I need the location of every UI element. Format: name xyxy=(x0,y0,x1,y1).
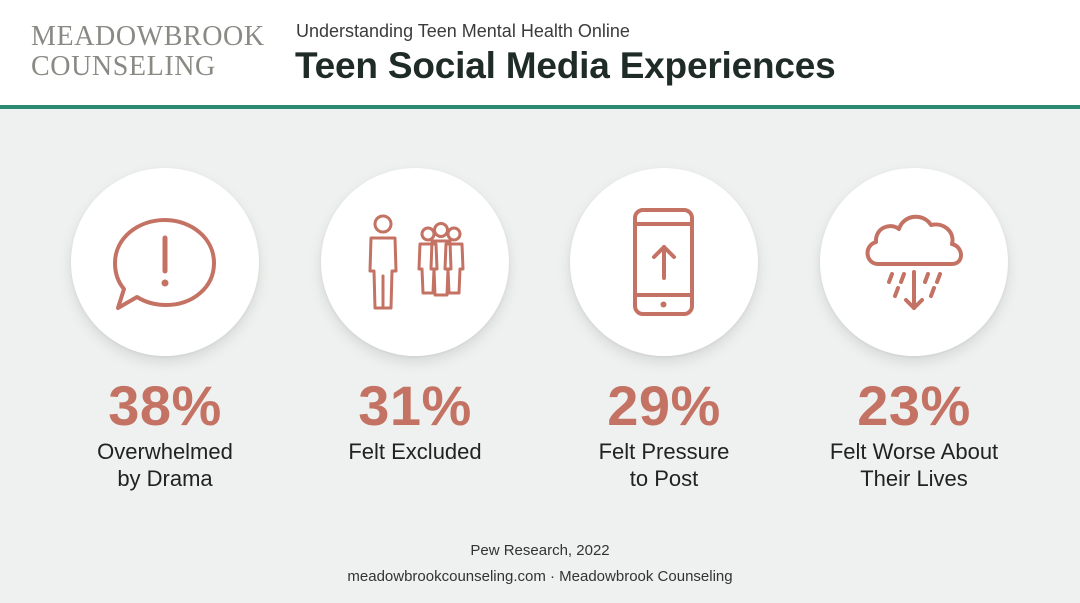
icon-circle xyxy=(820,168,1008,356)
logo-line-2: COUNSELING xyxy=(31,51,216,82)
stat-label: Felt Excluded xyxy=(290,438,540,465)
stat-label-line: Their Lives xyxy=(860,466,968,491)
stat-value: 38% xyxy=(108,374,222,437)
page-subtitle: Understanding Teen Mental Health Online xyxy=(296,21,630,41)
icon-circle xyxy=(570,168,758,356)
stat-value: 29% xyxy=(607,374,721,437)
stat-label: Felt Pressure to Post xyxy=(539,438,789,492)
logo-line-1: MEADOWBROOK xyxy=(31,21,265,52)
stat-label-line: Felt Pressure xyxy=(598,439,730,464)
page-title: Teen Social Media Experiences xyxy=(295,45,836,86)
stat-label: Overwhelmed by Drama xyxy=(40,438,290,492)
stat-value: 23% xyxy=(857,374,971,437)
person-excluded-from-group-icon xyxy=(368,214,465,310)
stat-card-worse: 23% Felt Worse About Their Lives xyxy=(789,168,1039,508)
stat-card-drama: 38% Overwhelmed by Drama xyxy=(40,168,290,508)
stat-label-line: Overwhelmed xyxy=(97,439,233,464)
stat-card-excluded: 31% Felt Excluded xyxy=(290,168,540,508)
logo: MEADOWBROOK COUNSELING xyxy=(31,22,265,82)
icon-circle xyxy=(321,168,509,356)
footer-credit: meadowbrookcounseling.com · Meadowbrook … xyxy=(347,568,733,585)
rain-cloud-down-arrow-icon xyxy=(865,214,963,310)
phone-upload-arrow-icon xyxy=(633,208,694,316)
stat-value: 31% xyxy=(358,374,472,437)
icon-circle xyxy=(71,168,259,356)
source-note: Pew Research, 2022 xyxy=(470,542,610,559)
stat-label-line: to Post xyxy=(629,466,699,491)
stat-label-line: Felt Excluded xyxy=(348,439,482,464)
speech-bubble-exclamation-icon xyxy=(113,218,216,310)
stat-label-line: by Drama xyxy=(117,466,213,491)
stat-label: Felt Worse About Their Lives xyxy=(789,438,1039,492)
stat-card-pressure: 29% Felt Pressure to Post xyxy=(539,168,789,508)
header: MEADOWBROOK COUNSELING Understanding Tee… xyxy=(0,0,1080,109)
stat-label-line: Felt Worse About xyxy=(829,439,999,464)
